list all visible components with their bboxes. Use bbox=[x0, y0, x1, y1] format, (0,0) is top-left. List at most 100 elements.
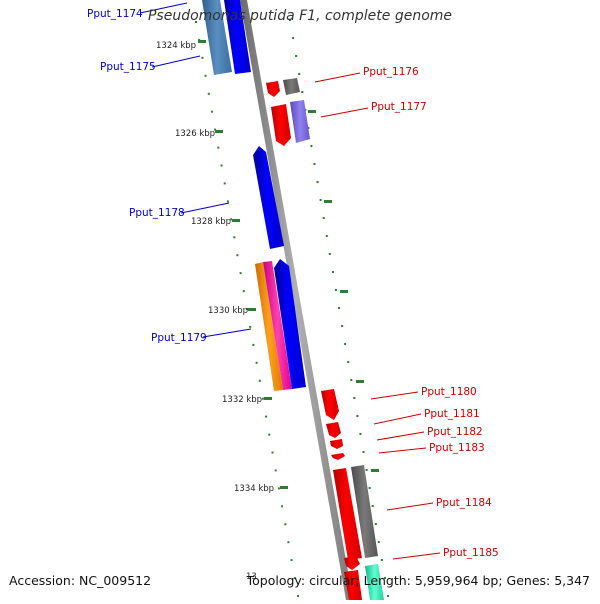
scale-dot bbox=[201, 56, 204, 59]
scale-dot bbox=[313, 163, 316, 165]
scale-dot bbox=[383, 577, 386, 579]
gene-label-pput-1180[interactable]: Pput_1180 bbox=[421, 386, 477, 398]
scale-dot bbox=[195, 21, 197, 23]
scale-dot bbox=[374, 523, 377, 525]
scale-dot bbox=[290, 559, 293, 562]
scale-dot bbox=[353, 397, 356, 399]
scale-dot bbox=[371, 505, 374, 507]
gene-pput-1177-arrow[interactable] bbox=[271, 104, 291, 146]
leader-pput-1175 bbox=[151, 55, 201, 68]
gene-pput-1181-arrow[interactable] bbox=[326, 422, 341, 438]
leader-pput-1180 bbox=[370, 391, 419, 400]
scale-dot bbox=[217, 146, 220, 149]
gene-label-pput-1178[interactable]: Pput_1178 bbox=[129, 207, 185, 219]
gene-label-pput-1181[interactable]: Pput_1181 bbox=[424, 408, 480, 420]
gene-label-pput-1182[interactable]: Pput_1182 bbox=[427, 426, 483, 438]
gene-label-pput-1177[interactable]: Pput_1177 bbox=[371, 101, 427, 113]
gene-pput-1179-arrow[interactable] bbox=[274, 259, 306, 389]
scale-dot bbox=[223, 182, 226, 185]
scale-dot bbox=[334, 289, 337, 291]
gene-label-pput-1176[interactable]: Pput_1176 bbox=[363, 66, 419, 78]
gene-label-pput-1185[interactable]: Pput_1185 bbox=[443, 547, 499, 559]
gene-pput-1179-orange[interactable] bbox=[255, 262, 283, 391]
gene-features bbox=[202, 0, 384, 600]
gene-pput-1174-arrow[interactable] bbox=[202, 0, 232, 75]
scale-dot bbox=[271, 451, 274, 454]
scale-label: 13 bbox=[246, 572, 257, 582]
leader-pput-1179 bbox=[202, 328, 252, 338]
leader-pput-1182 bbox=[376, 431, 425, 441]
tick-outer-5 bbox=[371, 469, 379, 472]
scale-dot bbox=[356, 415, 359, 417]
gene-label-pput-1183[interactable]: Pput_1183 bbox=[429, 442, 485, 454]
scale-dot bbox=[362, 451, 365, 453]
scale-dot bbox=[344, 343, 347, 345]
scale-dot bbox=[252, 343, 255, 346]
scale-dot bbox=[268, 433, 271, 436]
scale-dot bbox=[281, 505, 284, 508]
leader-pput-1177 bbox=[320, 107, 369, 118]
scale-dot bbox=[287, 541, 290, 544]
gene-pput-1179-pink[interactable] bbox=[263, 261, 292, 390]
gene-pput-1186-mint[interactable] bbox=[365, 564, 384, 600]
scale-dot bbox=[316, 181, 319, 183]
scale-dot bbox=[210, 110, 213, 113]
gene-pput-1184-arrow[interactable] bbox=[333, 468, 362, 560]
gene-label-pput-1184[interactable]: Pput_1184 bbox=[436, 497, 492, 509]
scale-label: 1324 kbp bbox=[156, 41, 196, 51]
gene-pput-1176-arrow[interactable] bbox=[266, 81, 280, 97]
gene-label-pput-1174[interactable]: Pput_1174 bbox=[87, 8, 143, 20]
gene-pput-1185-arrow[interactable] bbox=[344, 556, 360, 570]
tick-outer-3 bbox=[340, 290, 348, 293]
scale-dot bbox=[230, 218, 233, 221]
scale-dot bbox=[338, 307, 340, 309]
scale-dot bbox=[368, 487, 371, 489]
scale-label: 1332 kbp bbox=[222, 395, 262, 405]
leader-pput-1185 bbox=[392, 552, 441, 560]
tick-1330 bbox=[248, 308, 256, 311]
tick-1334 bbox=[280, 486, 288, 489]
scale-dot bbox=[365, 469, 368, 471]
scale-dot bbox=[255, 361, 258, 364]
gene-pput-1185-lower-red[interactable] bbox=[344, 570, 362, 600]
scale-dot bbox=[298, 73, 301, 75]
gene-pput-1183-arrow[interactable] bbox=[331, 453, 345, 460]
gene-pput-1175-arrow[interactable] bbox=[224, 0, 251, 74]
scale-dot bbox=[233, 236, 236, 239]
scale-dot bbox=[347, 361, 350, 363]
leader-lines bbox=[139, 2, 441, 560]
scale-dot bbox=[207, 92, 210, 95]
tick-1326 bbox=[215, 130, 223, 133]
leader-pput-1184 bbox=[386, 502, 434, 511]
tick-1324 bbox=[198, 40, 206, 43]
gene-pput-1177-neighbor[interactable] bbox=[290, 100, 310, 143]
scale-dot bbox=[380, 559, 383, 561]
scale-ticks bbox=[198, 40, 379, 489]
scale-dot bbox=[204, 74, 207, 77]
gene-label-pput-1179[interactable]: Pput_1179 bbox=[151, 332, 207, 344]
scale-dot bbox=[239, 272, 242, 275]
tick-outer-2 bbox=[324, 200, 332, 203]
scale-dot bbox=[249, 325, 252, 328]
scale-dot bbox=[261, 397, 264, 400]
gene-labels: Pput_1174 Pput_1175 Pput_1176 Pput_1177 … bbox=[87, 8, 499, 559]
tick-outer-1 bbox=[308, 110, 316, 113]
scale-dot bbox=[236, 254, 239, 257]
tick-1328 bbox=[232, 219, 240, 222]
scale-dot bbox=[265, 415, 268, 418]
scale-dot bbox=[277, 487, 280, 490]
gene-pput-1176-neighbor[interactable] bbox=[283, 78, 300, 95]
scale-dot bbox=[289, 19, 291, 21]
gene-pput-1178-arrow[interactable] bbox=[253, 146, 284, 249]
scale-label: 1328 kbp bbox=[191, 217, 231, 227]
scale-dot bbox=[325, 235, 328, 237]
leader-pput-1174 bbox=[139, 2, 188, 14]
gene-pput-1184-neighbor[interactable] bbox=[351, 465, 378, 558]
gene-pput-1182-arrow[interactable] bbox=[330, 439, 343, 449]
gene-pput-1180-arrow[interactable] bbox=[321, 389, 339, 420]
gene-label-pput-1175[interactable]: Pput_1175 bbox=[100, 61, 156, 73]
scale-dot bbox=[301, 91, 304, 93]
accession-text: Accession: NC_009512 bbox=[9, 573, 152, 588]
scale-labels: 1324 kbp 1326 kbp 1328 kbp 1330 kbp 1332… bbox=[156, 41, 274, 582]
